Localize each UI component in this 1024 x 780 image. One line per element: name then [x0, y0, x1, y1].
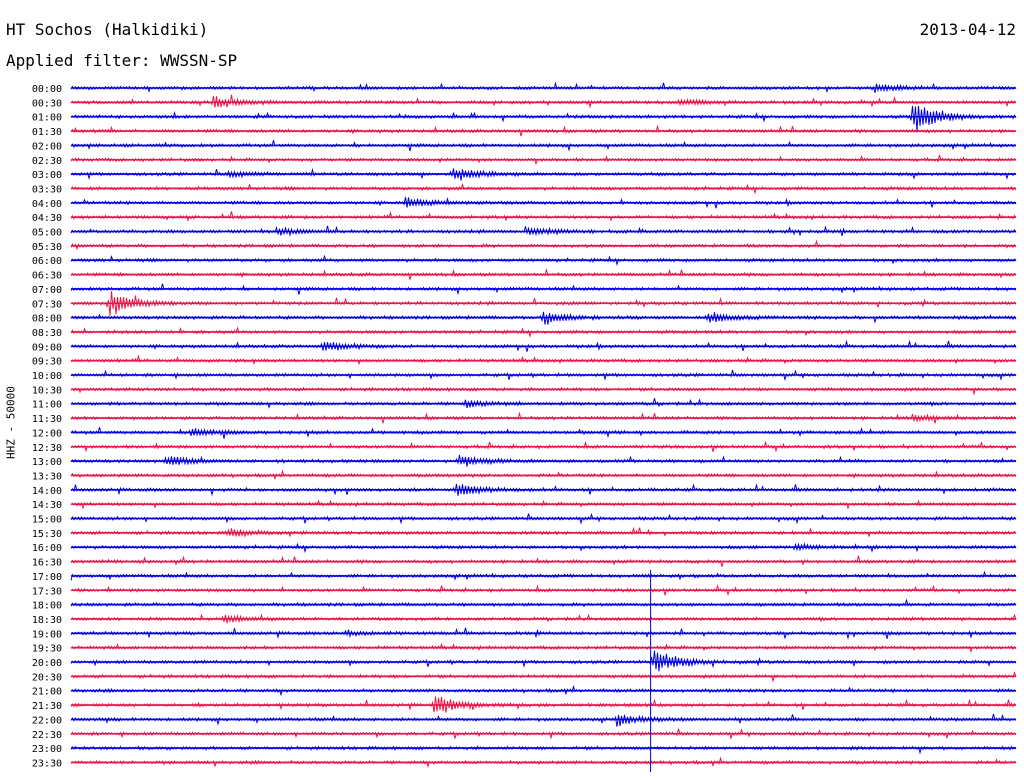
- time-label-0200: 02:00: [32, 141, 62, 152]
- trace-row-1900: [70, 627, 1017, 640]
- time-label-1430: 14:30: [32, 500, 62, 511]
- time-label-2100: 21:00: [32, 687, 62, 698]
- time-label-0330: 03:30: [32, 184, 62, 195]
- time-label-1630: 16:30: [32, 558, 62, 569]
- time-label-1200: 12:00: [32, 428, 62, 439]
- filter-label: Applied filter: WWSSN-SP: [6, 51, 238, 70]
- trace-row-1200: [70, 427, 1017, 439]
- trace-row-0430: [70, 210, 1017, 222]
- time-label-0900: 09:00: [32, 342, 62, 353]
- trace-row-0500: [70, 225, 1017, 237]
- time-label-0400: 04:00: [32, 199, 62, 210]
- date-label: 2013-04-12: [919, 20, 1016, 39]
- time-label-1830: 18:30: [32, 615, 62, 626]
- time-label-1330: 13:30: [32, 471, 62, 482]
- time-label-2000: 20:00: [32, 658, 62, 669]
- trace-row-1100: [70, 398, 1017, 409]
- time-label-2230: 22:30: [32, 730, 62, 741]
- time-label-1700: 17:00: [32, 572, 62, 583]
- trace-row-2000: [70, 650, 1017, 672]
- station-title: HT Sochos (Halkidiki): [6, 20, 209, 39]
- time-label-0730: 07:30: [32, 299, 62, 310]
- time-label-1500: 15:00: [32, 515, 62, 526]
- time-label-0030: 00:30: [32, 98, 62, 109]
- time-label-1100: 11:00: [32, 400, 62, 411]
- time-label-1130: 11:30: [32, 414, 62, 425]
- trace-row-1500: [70, 512, 1017, 525]
- trace-row-0000: [70, 81, 1017, 94]
- time-label-0230: 02:30: [32, 156, 62, 167]
- time-label-0530: 05:30: [32, 242, 62, 253]
- time-label-0600: 06:00: [32, 256, 62, 267]
- time-label-2200: 22:00: [32, 715, 62, 726]
- time-label-2330: 23:30: [32, 758, 62, 769]
- trace-row-0730: [70, 290, 1017, 316]
- trace-row-0530: [70, 239, 1017, 251]
- time-label-0700: 07:00: [32, 285, 62, 296]
- trace-row-1530: [70, 526, 1017, 538]
- time-label-0300: 03:00: [32, 170, 62, 181]
- trace-row-0130: [70, 124, 1017, 137]
- time-label-0000: 00:00: [32, 84, 62, 95]
- time-label-0130: 01:30: [32, 127, 62, 138]
- trace-row-2230: [70, 728, 1017, 740]
- trace-row-0800: [70, 311, 1017, 325]
- trace-row-1600: [70, 542, 1017, 554]
- time-label-1400: 14:00: [32, 486, 62, 497]
- trace-row-1400: [70, 483, 1017, 497]
- trace-row-1300: [70, 454, 1017, 467]
- time-label-1900: 19:00: [32, 629, 62, 640]
- time-label-0930: 09:30: [32, 357, 62, 368]
- time-label-0800: 08:00: [32, 314, 62, 325]
- time-label-0100: 01:00: [32, 113, 62, 124]
- time-label-1800: 18:00: [32, 601, 62, 612]
- trace-row-2130: [70, 696, 1017, 713]
- trace-row-2200: [70, 713, 1017, 727]
- trace-row-1430: [70, 499, 1017, 510]
- time-label-1930: 19:30: [32, 644, 62, 655]
- time-label-0630: 06:30: [32, 271, 62, 282]
- trace-row-0100: [70, 105, 1017, 132]
- trace-row-1800: [70, 598, 1017, 608]
- time-label-1030: 10:30: [32, 385, 62, 396]
- time-label-1000: 10:00: [32, 371, 62, 382]
- trace-row-1030: [70, 386, 1017, 396]
- time-label-1230: 12:30: [32, 443, 62, 454]
- time-label-0500: 05:00: [32, 228, 62, 239]
- trace-row-0030: [70, 94, 1017, 109]
- time-label-1300: 13:00: [32, 457, 62, 468]
- trace-row-2030: [70, 671, 1017, 683]
- time-label-1530: 15:30: [32, 529, 62, 540]
- time-label-1730: 17:30: [32, 586, 62, 597]
- trace-row-0300: [70, 167, 1017, 181]
- time-label-2130: 21:30: [32, 701, 62, 712]
- time-label-2300: 23:00: [32, 744, 62, 755]
- time-label-2030: 20:30: [32, 672, 62, 683]
- time-label-0830: 08:30: [32, 328, 62, 339]
- time-label-1600: 16:00: [32, 543, 62, 554]
- time-label-0430: 04:30: [32, 213, 62, 224]
